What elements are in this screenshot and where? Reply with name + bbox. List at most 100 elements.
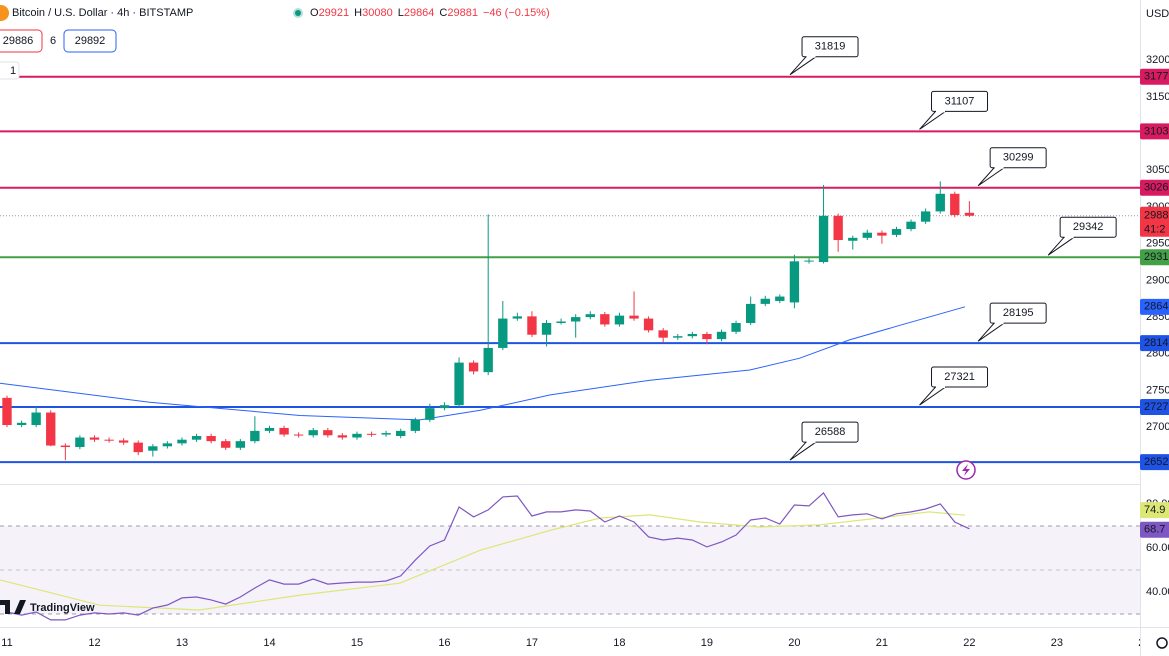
candle-body	[60, 445, 71, 448]
candle-body	[264, 427, 275, 431]
chart-title: Bitcoin / U.S. Dollar · 4h · BITSTAMP	[12, 7, 193, 19]
countdown: 41:2	[1144, 224, 1165, 236]
candle-body	[920, 211, 931, 222]
level-label: 27275	[1144, 401, 1169, 413]
x-tick-label: 11	[1, 637, 12, 649]
x-tick-label: 22	[963, 637, 975, 649]
y-tick-label: 31500	[1146, 91, 1169, 103]
candle-body	[410, 419, 420, 431]
candle-body	[250, 430, 260, 442]
candle-body	[366, 433, 377, 435]
ohlc-key: O	[310, 7, 319, 19]
candle-body	[468, 362, 479, 372]
candle-body	[789, 261, 800, 303]
symbol-icon	[0, 5, 9, 21]
ma-label: 28640	[1144, 301, 1169, 313]
callout-cover	[936, 109, 946, 113]
callout-label: 26588	[815, 426, 846, 438]
candle-body	[731, 322, 741, 332]
level-label-bg	[1140, 68, 1169, 85]
candle-body	[439, 405, 450, 409]
buy-box[interactable]	[63, 29, 117, 53]
callout-cover	[936, 385, 946, 389]
settings-icon[interactable]	[1156, 637, 1168, 649]
level-label-bg	[1140, 399, 1169, 416]
candle-body	[818, 215, 829, 263]
candle-body	[541, 322, 552, 335]
ohlc-value: 29921	[319, 7, 350, 19]
last-price-label: 29881	[1144, 210, 1169, 222]
callout-label: 27321	[944, 371, 975, 383]
candle-body	[46, 412, 56, 446]
candle-body	[658, 330, 668, 338]
callout-cover	[994, 321, 1004, 325]
callout-label: 28195	[1003, 307, 1034, 319]
y-tick-label: 29000	[1146, 274, 1169, 286]
candle-body	[352, 433, 362, 438]
rsi-line	[6, 491, 970, 621]
sell-box[interactable]	[0, 29, 43, 53]
callout-label: 30299	[1003, 152, 1034, 164]
x-tick-label: 21	[876, 637, 888, 649]
x-tick-label: 19	[701, 637, 713, 649]
candle-body	[396, 430, 406, 437]
candle-body	[745, 303, 756, 323]
x-tick-label: 20	[788, 637, 800, 649]
x-tick-label: 15	[351, 637, 363, 649]
y-tick-label: 32000	[1146, 54, 1169, 66]
rsi-label: 68.7	[1144, 524, 1165, 536]
spread: 6	[50, 35, 56, 47]
indicator-toggle[interactable]	[0, 61, 20, 80]
price-axis	[1140, 0, 1169, 656]
candle-body	[964, 212, 975, 216]
callout-cover	[1064, 235, 1074, 239]
candle-body	[950, 193, 960, 216]
candle-body	[848, 237, 858, 241]
moving-average	[0, 306, 966, 421]
level-label-bg	[1140, 123, 1169, 140]
ohlc-key: C	[439, 7, 447, 19]
ohlc-value: 29864	[404, 7, 435, 19]
callout-box	[989, 302, 1047, 324]
candle-body	[308, 430, 318, 436]
x-tick-label: 23	[1051, 637, 1063, 649]
candle-body	[629, 315, 639, 319]
candle-body	[337, 435, 348, 438]
candle-body	[585, 314, 595, 318]
level-label: 31775	[1144, 71, 1169, 83]
candle-body	[556, 321, 566, 323]
callout-cover	[806, 54, 816, 58]
candle-body	[235, 441, 246, 448]
watermark: TradingView	[30, 602, 95, 614]
buy-price: 29892	[75, 35, 106, 47]
candle-body	[600, 314, 610, 325]
candle-body	[148, 446, 158, 451]
alert-bolt	[962, 464, 970, 476]
candle-body	[571, 317, 581, 322]
callout-box	[931, 90, 989, 112]
x-tick-label: 13	[176, 637, 188, 649]
candle-body	[221, 441, 231, 448]
candle-body	[2, 397, 12, 426]
candle-body	[323, 430, 333, 436]
candle-body	[614, 315, 625, 325]
candle-body	[425, 408, 435, 420]
level-label: 29316	[1144, 251, 1169, 263]
level-label-bg	[1140, 249, 1169, 266]
ohlc-change: −46 (−0.15%)	[483, 7, 550, 19]
callout-box	[801, 421, 859, 443]
candle-body	[31, 412, 41, 426]
level-label: 28145	[1144, 337, 1169, 349]
rsi-label-bg	[1140, 521, 1169, 538]
level-label-bg	[1140, 335, 1169, 352]
status-dot-core	[295, 10, 301, 16]
y-tick-label: 27500	[1146, 384, 1169, 396]
candle-body	[716, 331, 727, 340]
ohlc-key: L	[398, 7, 404, 19]
x-tick-label: 12	[88, 637, 100, 649]
last-price-bg	[1140, 206, 1169, 237]
candle-body	[381, 433, 391, 435]
candle-body	[702, 333, 712, 340]
y-tick-label: 29500	[1146, 238, 1169, 250]
